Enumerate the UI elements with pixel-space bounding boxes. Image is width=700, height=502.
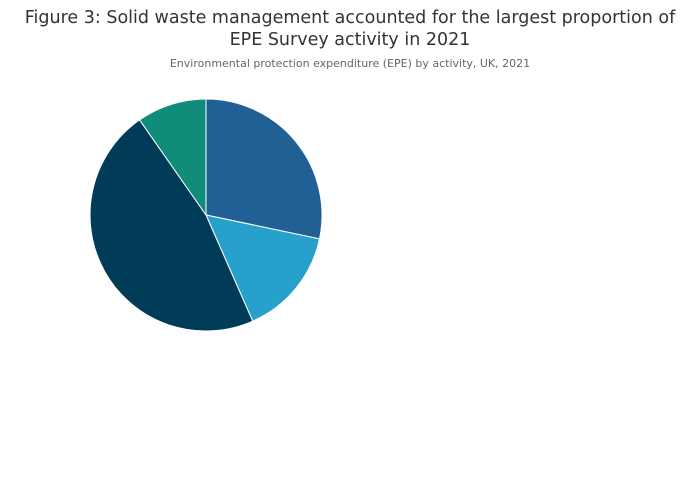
pie-slice-3[interactable]: [89, 119, 254, 332]
pie-slice-2[interactable]: [205, 214, 321, 322]
chart-title: Figure 3: Solid waste management account…: [0, 7, 700, 51]
chart-title-line-2: EPE Survey activity in 2021: [229, 30, 471, 50]
chart-title-line-1: Figure 3: Solid waste management account…: [24, 8, 676, 28]
chart-subtitle: Environmental protection expenditure (EP…: [169, 57, 531, 70]
pie-slice-4[interactable]: [138, 98, 207, 217]
pie-slice-1[interactable]: [205, 98, 323, 240]
